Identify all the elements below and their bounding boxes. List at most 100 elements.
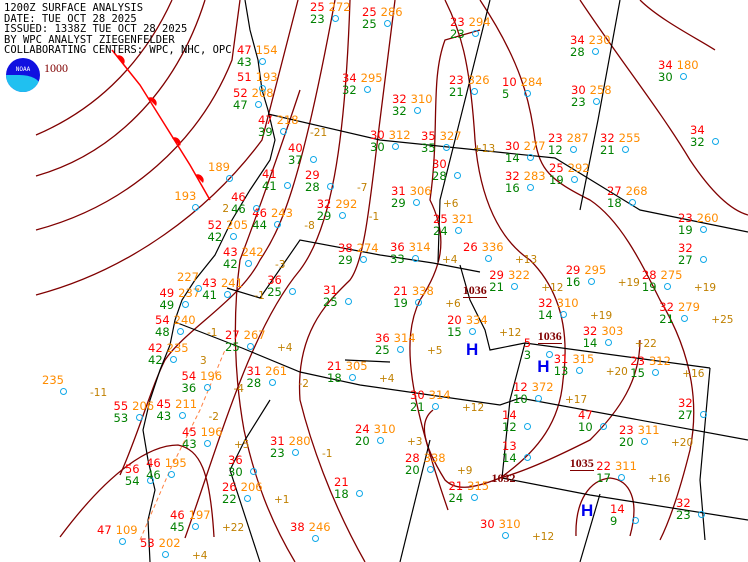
station-pressure: 315 [467,479,490,494]
station-circle-icon [545,351,553,358]
station-plot: 34 230 28 [570,34,611,58]
station-dewpoint: 20 [405,462,420,477]
station-plot: 30 28 [432,157,461,182]
station-circle-icon [575,367,583,375]
station-plot: 32 23 [676,497,705,521]
station-dewpoint: 37 [288,153,303,168]
station-dewpoint: 28 [246,376,262,390]
station-plot: 53 202 +4 [140,536,207,562]
station-pressure: 280 [288,434,311,448]
station-temperature: 32 [582,324,598,338]
station-circle-icon [471,88,478,95]
station-temperature: 27 [225,328,240,342]
station-dewpoint: 41 [262,179,277,193]
station-circle-icon [332,15,339,22]
station-temperature: 34 [570,33,585,47]
station-dewpoint: 3 [523,348,532,362]
station-circle-icon [524,454,531,461]
station-pressure: 310 [556,295,579,310]
isobar [639,0,716,51]
station-plot: 55 206 53 [114,400,155,424]
station-circle-icon [527,184,534,191]
station-temperature: 45 [156,396,172,411]
station-temperature: 23 [548,131,563,145]
station-dewpoint: 14 [582,336,598,350]
station-dewpoint: 24 [433,224,448,239]
station-dewpoint: 42 [148,352,163,367]
station-pressure-tendency: +4 [379,373,395,386]
station-temperature: 23 [619,423,634,438]
station-circle-icon [712,138,719,145]
station-pressure: 205 [226,217,249,232]
station-dewpoint: 53 [113,411,129,425]
station-plot: 46 46 [231,191,261,215]
station-circle-icon [244,495,251,502]
station-circle-icon [392,143,399,150]
station-dewpoint: 19 [549,173,564,187]
station-plot: 23 287 12 [548,132,589,156]
station-temperature: 51 [237,69,252,84]
station-temperature: 32 [538,295,553,310]
isobars [35,0,748,562]
station-dewpoint: 9 [610,514,618,528]
station-circle-icon [377,437,384,445]
station-dewpoint: 25 [323,295,338,309]
station-pressure: 241 [220,276,243,290]
station-circle-icon [289,288,297,296]
station-pressure: 326 [467,73,490,87]
station-plot: 34 180 30 [658,59,699,83]
station-dewpoint: 20 [355,434,370,449]
station-circle-icon [700,226,707,233]
station-temperature: 30 [432,157,447,171]
station-dewpoint: 18 [327,371,342,386]
isobar [35,0,206,177]
station-dewpoint: 28 [570,45,585,59]
station-plot: 47 109 [97,524,138,545]
station-temperature: 45 [182,425,197,439]
station-plot: 14 9 [610,503,639,528]
station-temperature: 34 [690,123,705,137]
station-dewpoint: 45 [170,520,185,534]
station-circle-icon [177,327,184,335]
station-circle-icon [178,411,186,419]
station-circle-icon [485,254,492,262]
station-dewpoint: 25 [267,285,282,300]
station-temperature: 30 [480,517,495,531]
station-circle-icon [162,551,169,558]
station-plot: 32 27 [678,242,707,266]
station-temperature: 38 [338,241,353,255]
station-plot: 38 274 29 [338,242,379,266]
station-plot: 30 277 14 [505,140,546,164]
station-pressure-tendency: 3 [200,354,207,367]
station-pressure: 189 [208,160,230,174]
station-dewpoint: 18 [607,196,622,210]
header-analyst: BY WPC ANALYST ZIEGENFELDER [4,33,175,46]
station-pressure-tendency: +9 [457,464,473,477]
station-dewpoint: 12 [502,420,517,435]
station-pressure: 295 [360,71,383,85]
station-pressure-tendency: +25 [711,314,734,326]
station-pressure-tendency: +4 [192,550,208,562]
station-circle-icon [469,327,477,335]
station-pressure: 372 [531,380,554,395]
station-temperature: 52 [207,217,223,232]
station-pressure: 260 [696,211,719,225]
station-plot: 47 10 [578,409,607,433]
station-temperature: 32 [392,92,407,106]
station-pressure: 283 [523,169,546,183]
station-dewpoint: 36 [181,380,197,395]
station-pressure: 311 [637,423,660,438]
station-pressure: 274 [356,241,379,255]
station-pressure: 336 [481,239,504,254]
station-pressure-tendency: -4 [233,382,244,395]
station-plot: 56 54 [125,463,154,487]
station-circle-icon [310,156,317,164]
station-dewpoint: 49 [159,297,175,312]
station-circle-icon [192,523,199,530]
station-circle-icon [268,379,276,386]
isobar-label: 1036 [462,283,487,298]
station-pressure: 322 [507,267,530,282]
station-pressure: 202 [158,536,181,550]
station-plot: 32 310 32 [392,93,433,117]
station-dewpoint: 30 [370,140,385,154]
